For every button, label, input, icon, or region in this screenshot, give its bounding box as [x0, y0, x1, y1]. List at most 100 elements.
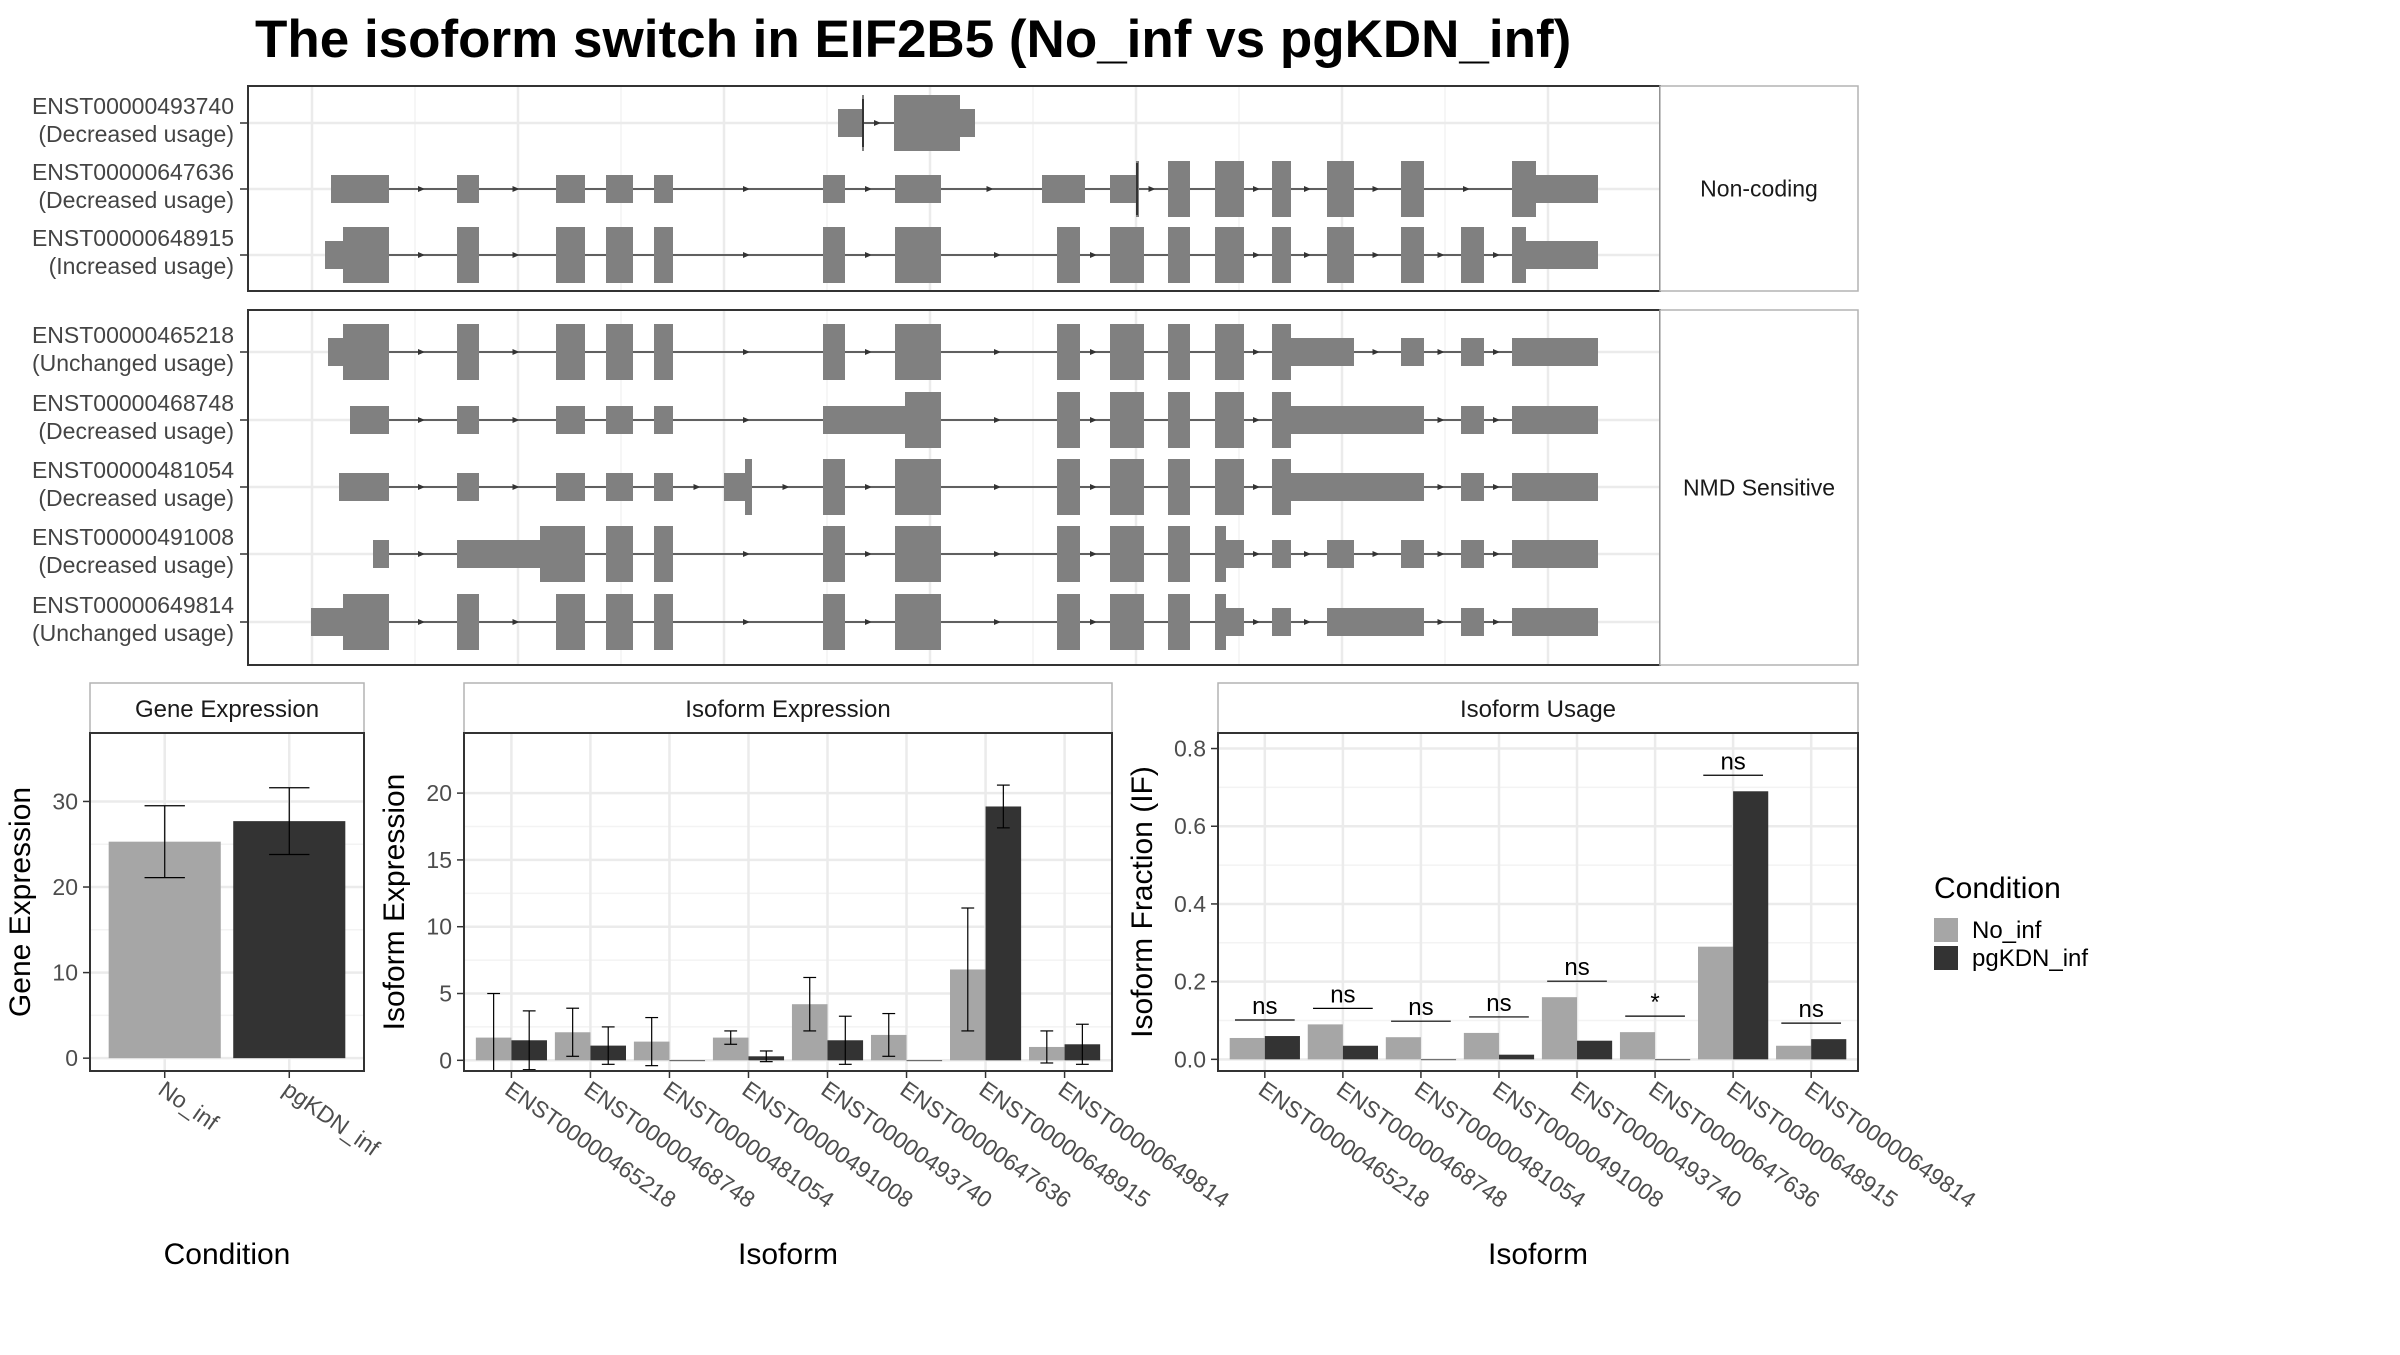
- direction-arrow: [1463, 186, 1470, 192]
- transcript-id-label: ENST00000649814: [32, 592, 234, 618]
- y-tick-label: 0: [65, 1045, 78, 1071]
- direction-arrow: [1090, 252, 1097, 258]
- exon-block: [1272, 540, 1291, 568]
- direction-arrow: [1493, 551, 1500, 557]
- exon-block: [606, 175, 633, 203]
- bar: [669, 1060, 706, 1062]
- exon-block: [1168, 459, 1190, 515]
- direction-arrow: [1372, 551, 1380, 557]
- direction-arrow: [865, 551, 872, 557]
- exon-block: [960, 109, 975, 137]
- panel-strip-title: Isoform Expression: [685, 696, 890, 723]
- exon-block: [1272, 324, 1291, 380]
- exon-block: [724, 473, 745, 501]
- significance-label: ns: [1798, 996, 1823, 1023]
- exon-block: [905, 392, 941, 448]
- exon-block: [895, 324, 941, 380]
- bar: [1229, 1037, 1265, 1060]
- bar: [985, 806, 1022, 1061]
- exon-block: [1215, 526, 1226, 582]
- direction-arrow: [1493, 349, 1500, 355]
- bar: [1698, 946, 1734, 1060]
- direction-arrow: [512, 484, 520, 490]
- transcript-usage-label: (Increased usage): [49, 253, 234, 279]
- direction-arrow: [1493, 484, 1500, 490]
- exon-block: [1057, 324, 1080, 380]
- exon-block: [1461, 608, 1484, 636]
- exon-block: [1168, 227, 1190, 283]
- transcript-ENST00000481054: [339, 459, 1598, 515]
- transcript-panel-0: Non-coding: [247, 85, 1859, 292]
- exon-block: [895, 526, 941, 582]
- transcript-id-label: ENST00000465218: [32, 322, 234, 348]
- exon-block: [350, 406, 389, 434]
- transcript-id-label: ENST00000648915: [32, 225, 234, 251]
- direction-arrow: [1253, 417, 1260, 423]
- bar: [233, 821, 346, 1059]
- exon-block: [654, 526, 673, 582]
- exon-block: [1512, 161, 1526, 217]
- direction-arrow: [865, 186, 872, 192]
- exon-block: [1215, 392, 1244, 448]
- exon-block: [1110, 594, 1144, 650]
- y-axis-title: Isoform Fraction (IF): [1126, 766, 1159, 1038]
- significance-label: ns: [1564, 954, 1589, 981]
- transcript-usage-label: (Unchanged usage): [32, 620, 234, 646]
- exon-block: [654, 175, 673, 203]
- direction-arrow: [743, 417, 750, 423]
- direction-arrow: [418, 349, 425, 355]
- direction-arrow: [418, 619, 425, 625]
- direction-arrow: [743, 619, 750, 625]
- bar: [1498, 1054, 1535, 1060]
- exon-block: [1110, 175, 1136, 203]
- direction-arrow: [418, 417, 425, 423]
- bar: [1811, 1039, 1847, 1060]
- direction-arrow: [512, 619, 520, 625]
- bar: [1776, 1045, 1812, 1060]
- legend-title: Condition: [1934, 872, 2061, 905]
- transcript-usage-label: (Decreased usage): [38, 485, 234, 511]
- exon-block: [1110, 526, 1144, 582]
- direction-arrow: [1437, 417, 1445, 423]
- exon-block: [823, 526, 845, 582]
- y-tick-label: 0.0: [1174, 1046, 1206, 1072]
- direction-arrow: [1090, 551, 1097, 557]
- y-tick-label: 0.2: [1174, 969, 1206, 995]
- direction-arrow: [865, 619, 872, 625]
- exon-block: [1512, 608, 1598, 636]
- direction-arrow: [1253, 484, 1260, 490]
- exon-block: [1110, 459, 1144, 515]
- bar: [1342, 1045, 1378, 1060]
- transcript-id-label: ENST00000647636: [32, 159, 234, 185]
- direction-arrow: [1304, 551, 1311, 557]
- exon-block: [1327, 540, 1354, 568]
- x-tick-label: No_inf: [154, 1076, 224, 1136]
- exon-block: [339, 473, 389, 501]
- direction-arrow: [994, 484, 1001, 490]
- direction-arrow: [865, 484, 872, 490]
- transcript-ENST00000491008: [373, 526, 1598, 582]
- exon-block: [540, 526, 585, 582]
- direction-arrow: [986, 186, 994, 192]
- exon-block: [654, 594, 673, 650]
- exon-block: [457, 473, 479, 501]
- exon-block: [1042, 175, 1085, 203]
- exon-block: [311, 608, 343, 636]
- exon-block: [1401, 338, 1424, 366]
- direction-arrow: [1253, 551, 1260, 557]
- exon-block: [1461, 227, 1484, 283]
- direction-arrow: [1148, 186, 1156, 192]
- transcript-ENST00000468748: [350, 392, 1598, 448]
- exon-block: [895, 175, 941, 203]
- bar: [1264, 1036, 1300, 1060]
- exon-block: [1168, 392, 1190, 448]
- significance-label: *: [1650, 989, 1659, 1016]
- exon-block: [556, 406, 585, 434]
- exon-block: [606, 526, 633, 582]
- bar: [1619, 1032, 1656, 1060]
- direction-arrow: [1493, 417, 1500, 423]
- exon-block: [1215, 161, 1244, 217]
- exon-block: [457, 324, 479, 380]
